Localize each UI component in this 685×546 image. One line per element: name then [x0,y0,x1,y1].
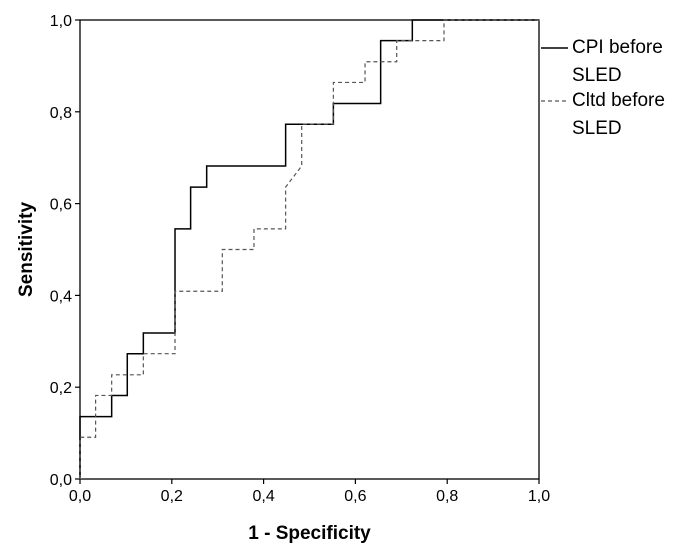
x-tick-label: 0,0 [69,488,91,505]
y-tick-label: 0,4 [50,288,72,305]
y-tick-label: 0,0 [50,472,72,489]
legend-label: SLED [572,65,622,86]
x-tick-label: 0,2 [161,488,183,505]
x-axis-title: 1 - Specificity [248,523,371,544]
series-line-cltd-before-sled [79,19,539,479]
legend-label: Cltd before [572,90,665,111]
legend-label: SLED [572,118,622,139]
y-tick-label: 0,2 [50,380,72,397]
y-tick-label: 0,6 [50,197,72,214]
series-layer [79,19,539,479]
y-axis-title: Sensitivity [16,202,37,297]
x-axis: 0,0 0,2 0,4 0,6 0,8 1,0 [69,479,550,505]
x-tick-label: 0,4 [252,488,274,505]
reference-diagonal [79,19,540,480]
x-tick-label: 1,0 [528,488,550,505]
x-tick-label: 0,8 [436,488,458,505]
legend-label: CPI before [572,37,663,58]
legend: CPI before SLED Cltd before SLED [541,37,665,139]
y-axis: 0,0 0,2 0,4 0,6 0,8 1,0 [50,13,80,489]
y-tick-label: 1,0 [50,13,72,30]
series-line-cpi-before-sled [79,19,539,479]
x-tick-label: 0,6 [344,488,366,505]
y-tick-label: 0,8 [50,105,72,122]
